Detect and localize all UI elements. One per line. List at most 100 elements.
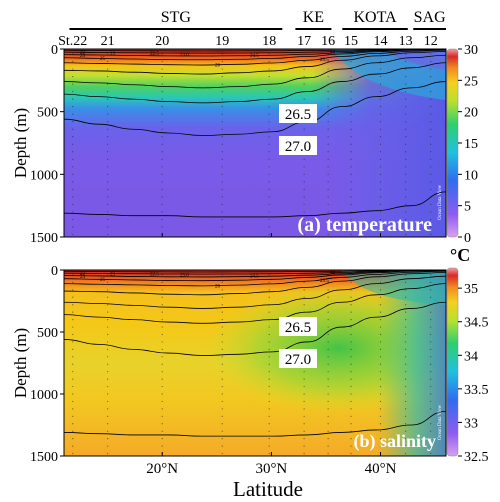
sample-dot xyxy=(430,371,432,373)
sample-dot xyxy=(350,188,352,190)
sample-dot xyxy=(327,226,329,228)
sample-dot xyxy=(72,423,74,425)
sample-dot xyxy=(350,311,352,313)
sample-dot xyxy=(379,341,382,343)
sample-dot xyxy=(430,289,432,291)
sample-dot xyxy=(430,296,432,298)
sample-dot xyxy=(327,408,329,410)
contour-value-label: 23.0 xyxy=(180,53,189,58)
sample-dot xyxy=(107,281,109,283)
sample-dot xyxy=(268,356,270,358)
sample-dot xyxy=(161,393,163,395)
xtick-label: 20°N xyxy=(146,461,178,477)
sample-dot xyxy=(379,166,382,168)
sample-dot xyxy=(350,326,352,328)
sample-dot xyxy=(405,143,407,145)
sample-dot xyxy=(161,274,163,276)
sample-dot xyxy=(268,333,270,336)
sample-dot xyxy=(430,385,432,388)
sample-dot xyxy=(221,385,223,388)
sample-dot xyxy=(350,304,352,306)
sample-dot xyxy=(350,400,352,403)
colorbar-tick-label: 33.5 xyxy=(464,383,489,398)
contour-value-label: 22 xyxy=(80,272,86,277)
sample-dot xyxy=(379,211,382,213)
xtick-label: 30°N xyxy=(255,461,287,477)
station-label-14: 14 xyxy=(374,34,388,49)
sample-dot xyxy=(221,203,223,206)
sample-dot xyxy=(72,348,74,350)
sample-dot xyxy=(72,128,74,130)
sample-dot xyxy=(327,128,329,130)
sample-dot xyxy=(221,166,223,168)
sample-dot xyxy=(379,68,382,70)
sample-dot xyxy=(161,296,163,298)
sample-dot xyxy=(350,233,352,236)
sample-dot xyxy=(379,218,382,221)
sample-dot xyxy=(107,158,109,160)
sample-dot xyxy=(161,218,163,221)
sample-dot xyxy=(430,356,432,358)
sample-dot xyxy=(221,106,223,108)
sample-dot xyxy=(350,203,352,206)
sample-dot xyxy=(107,341,109,343)
sample-dot xyxy=(107,311,109,313)
sample-dot xyxy=(161,289,163,291)
sample-dot xyxy=(161,196,163,198)
sample-dot xyxy=(379,438,382,440)
sample-dot xyxy=(72,68,74,70)
sample-dot xyxy=(327,393,329,395)
sample-dot xyxy=(161,319,163,321)
sample-dot xyxy=(327,173,329,175)
sample-dot xyxy=(72,203,74,206)
sample-dot xyxy=(379,274,382,276)
colorbar-tick-label: 0 xyxy=(464,231,471,246)
sample-dot xyxy=(303,226,305,228)
sample-dot xyxy=(161,106,163,108)
ytick-label: 1500 xyxy=(30,231,58,246)
sample-dot xyxy=(268,233,270,236)
sample-dot xyxy=(161,60,163,63)
colorbar-tick-label: 32.5 xyxy=(464,450,489,465)
sample-dot xyxy=(405,128,407,130)
ylabel-salinity: Depth (m) xyxy=(11,328,30,398)
sample-dot xyxy=(107,211,109,213)
sample-dot xyxy=(107,218,109,221)
sample-dot xyxy=(107,363,109,365)
sample-dot xyxy=(350,274,352,276)
sample-dot xyxy=(221,445,223,447)
colorbar-tick-label: 30 xyxy=(464,43,478,58)
temperature-frame xyxy=(63,48,447,238)
sample-dot xyxy=(303,311,305,313)
sample-dot xyxy=(379,181,382,183)
sample-dot xyxy=(107,188,109,190)
sample-dot xyxy=(107,274,109,276)
sample-dot xyxy=(161,203,163,206)
sample-dot xyxy=(350,151,352,153)
station-label-20: 20 xyxy=(155,34,169,49)
sample-dot xyxy=(221,341,223,343)
sample-dot xyxy=(107,196,109,198)
sample-dot xyxy=(72,281,74,283)
region-labels: STG KE KOTA SAG xyxy=(69,9,446,30)
sample-dot xyxy=(268,60,270,63)
sample-dot xyxy=(268,311,270,313)
sample-dot xyxy=(221,289,223,291)
sample-dot xyxy=(405,415,407,417)
sample-dot xyxy=(350,98,352,100)
sample-dot xyxy=(107,143,109,145)
sample-dot xyxy=(303,173,305,175)
sample-dot xyxy=(303,60,305,63)
sample-dot xyxy=(72,430,74,432)
contour-line xyxy=(64,49,446,54)
contour-line xyxy=(64,49,446,66)
sample-dot xyxy=(107,371,109,373)
sample-dot xyxy=(303,233,305,236)
watermark-temperature: Ocean Data View xyxy=(438,184,443,220)
sample-dot xyxy=(107,181,109,183)
sample-dot xyxy=(350,363,352,365)
sample-dot xyxy=(379,91,382,93)
sample-dot xyxy=(107,128,109,130)
region-label-sag: SAG xyxy=(414,9,446,26)
sample-dot xyxy=(161,311,163,313)
